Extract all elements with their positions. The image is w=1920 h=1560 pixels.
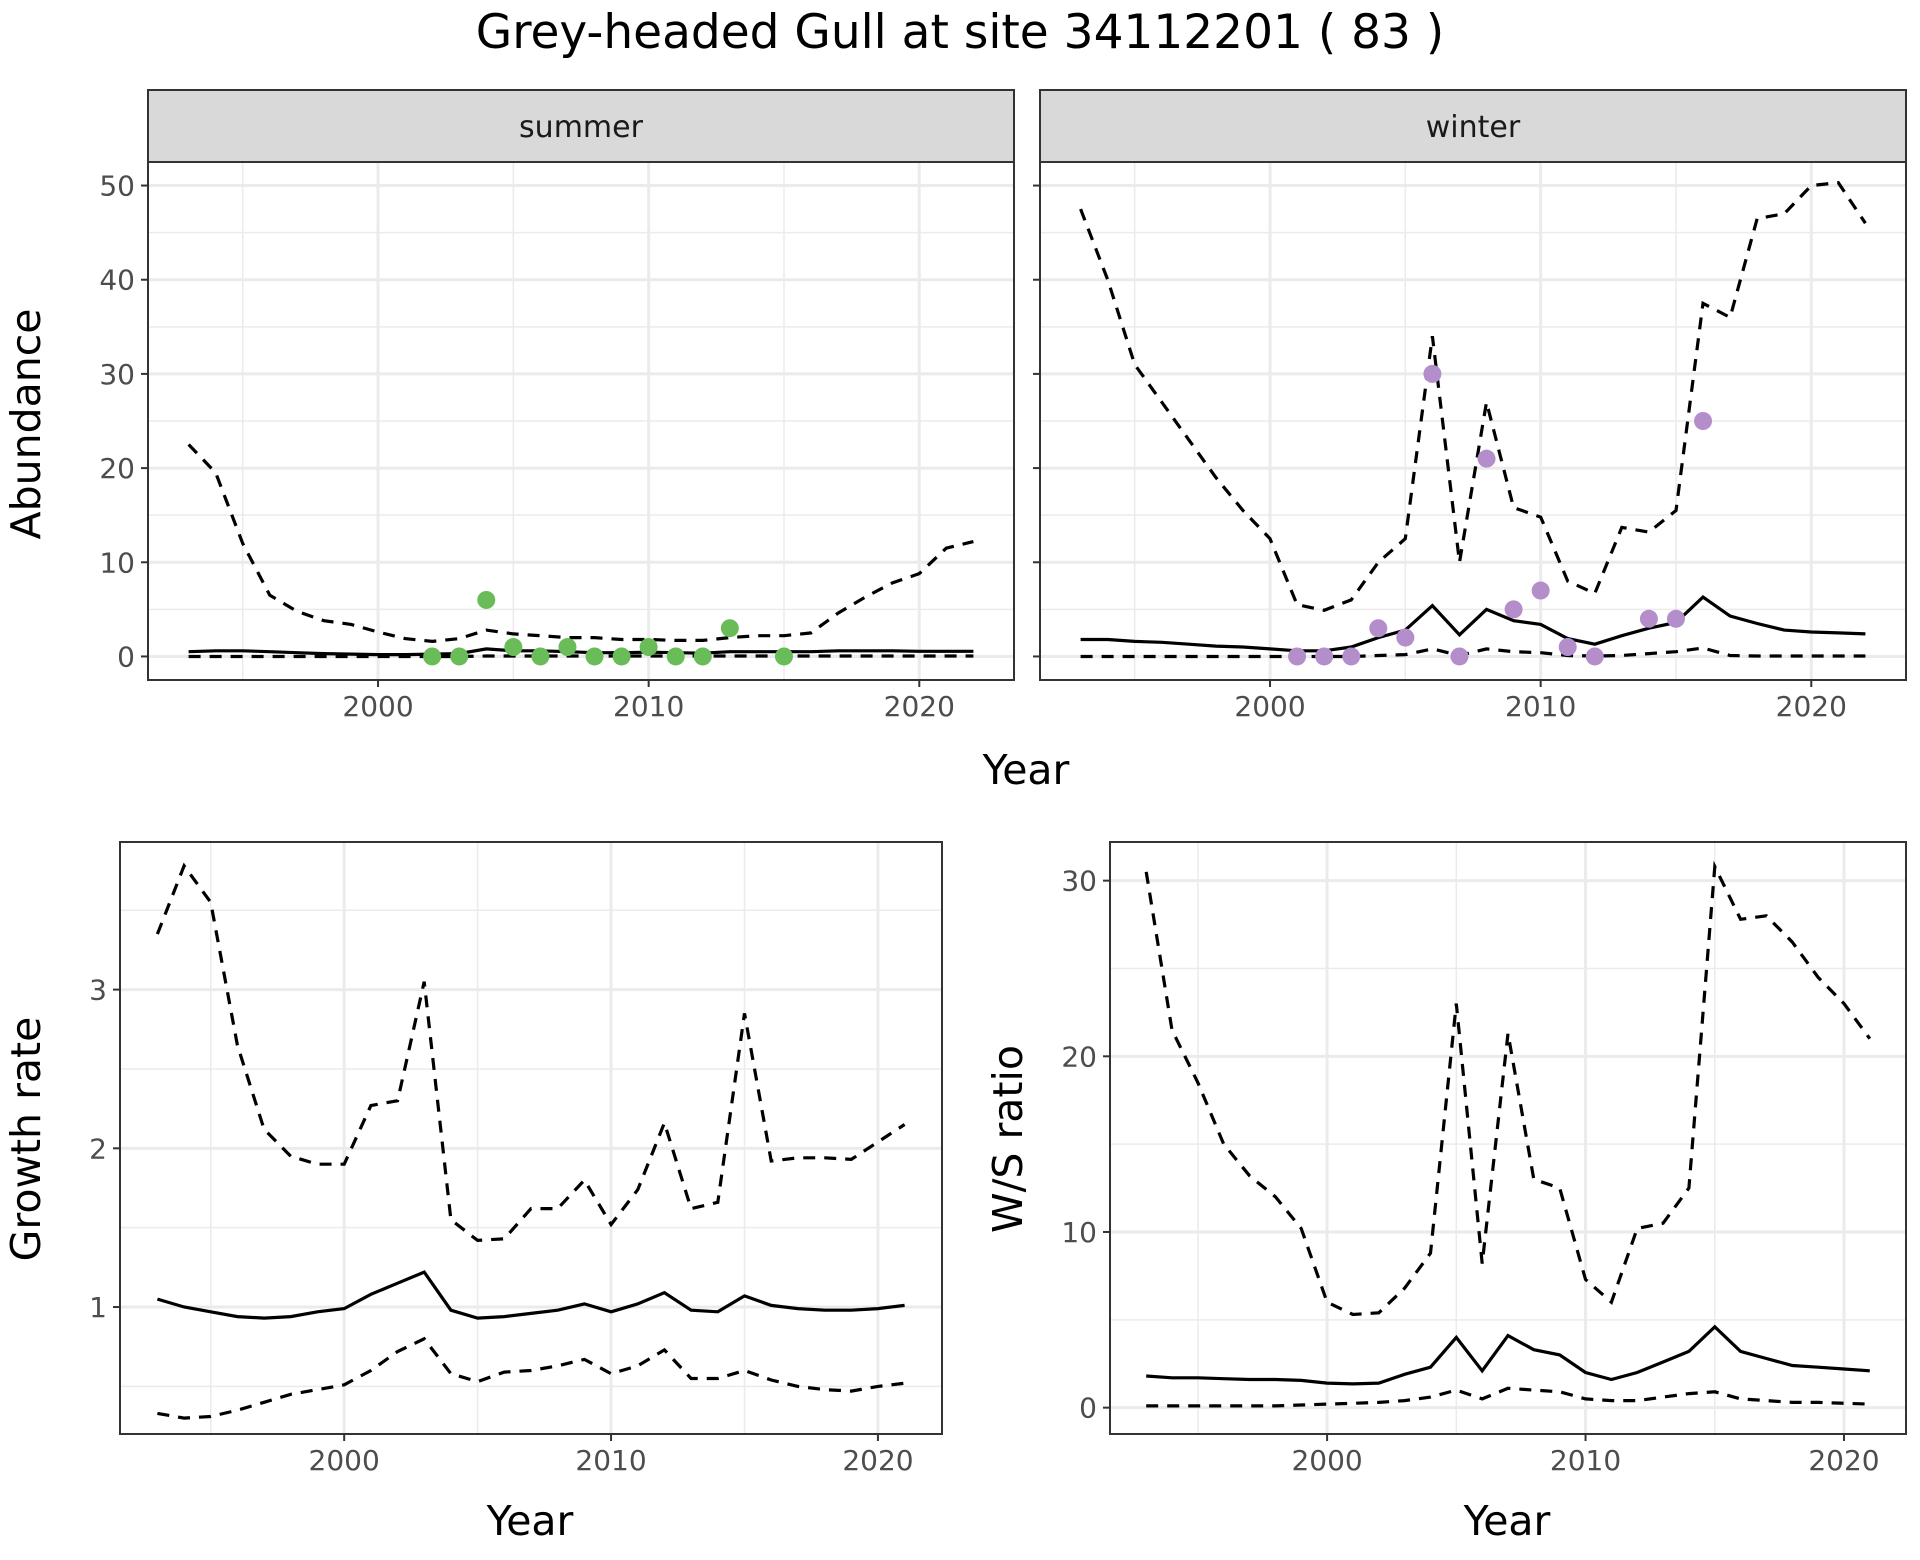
summer-lower-line [188,654,974,659]
winter-data-point [1585,647,1604,666]
growth-x-tick-label: 2000 [309,1444,380,1477]
summer-data-point [693,647,712,666]
winter-data-point [1558,638,1577,657]
winter-data-point [1639,609,1658,628]
summer-y-tick-label: 20 [99,452,135,485]
summer-strip-label: summer [519,110,644,145]
summer-data-point [504,638,523,657]
winter-data-point [1477,449,1496,468]
summer-y-tick-label: 0 [117,640,135,673]
ratio-upper-line [1144,860,1872,1317]
panel-ws-ratio: 2000 2010 2020 0 10 20 30 [1061,841,1907,1477]
summer-data-point [639,638,658,657]
growth-x-tick-label: 2010 [575,1444,646,1477]
summer-y-tick-label: 50 [99,170,135,203]
summer-data-point [423,647,442,666]
summer-strip [147,89,1015,163]
panel-winter: 2000 2010 2020 winter [1033,89,1907,723]
abundance-x-axis-title: Year [982,746,1070,794]
summer-data-point [585,647,604,666]
ratio-y-tick-label: 10 [1061,1216,1097,1249]
winter-estimate-line [1080,595,1866,653]
summer-upper-line [187,443,974,644]
chart-title: Grey-headed Gull at site 34112201 ( 83 ) [476,5,1444,60]
ratio-panel-border [1109,841,1907,1435]
summer-estimate-line [188,647,974,657]
ratio-lower-line [1146,1386,1870,1408]
summer-data-point [666,647,685,666]
summer-data-point [558,638,577,657]
ratio-estimate-line [1146,1324,1870,1386]
ratio-x-tick-label: 2000 [1291,1444,1362,1477]
growth-estimate-line [156,1270,905,1320]
ratio-y-tick-label: 0 [1079,1392,1097,1425]
ratio-y-axis-title: W/S ratio [984,1045,1032,1233]
growth-x-axis-title: Year [486,1497,574,1545]
winter-strip-label: winter [1426,110,1521,145]
winter-x-tick-label: 2020 [1776,690,1847,723]
winter-data-point [1288,647,1307,666]
winter-data-point [1694,412,1713,430]
winter-data-point [1396,628,1415,647]
summer-data-point [477,590,496,609]
panel-growth-rate: 2000 2010 2020 1 2 3 [89,841,943,1477]
winter-data-point [1531,581,1550,600]
ratio-x-tick-label: 2020 [1808,1444,1879,1477]
growth-y-tick-label: 3 [89,974,107,1007]
growth-x-tick-label: 2020 [842,1444,913,1477]
summer-x-tick-label: 2000 [342,690,413,723]
summer-data-point [612,647,631,666]
summer-y-tick-label: 10 [99,546,135,579]
winter-x-tick-label: 2010 [1505,690,1576,723]
growth-upper-line [155,862,906,1243]
ratio-x-axis-title: Year [1463,1497,1551,1545]
ratio-x-tick-label: 2010 [1550,1444,1621,1477]
winter-data-point [1450,647,1469,666]
winter-data-point [1423,364,1442,383]
winter-data-point [1504,600,1523,619]
panel-summer: 2000 2010 2020 0 10 20 30 40 50 summer [99,89,1015,723]
summer-y-tick-label: 30 [99,358,135,391]
growth-y-tick-label: 1 [89,1291,107,1324]
summer-data-point [774,647,793,666]
winter-data-point [1315,647,1334,666]
summer-x-tick-label: 2010 [613,690,684,723]
winter-x-tick-label: 2000 [1234,690,1305,723]
growth-y-tick-label: 2 [89,1132,107,1165]
summer-y-tick-label: 40 [99,264,135,297]
winter-strip [1039,89,1907,163]
winter-upper-line [1079,181,1867,612]
winter-data-point [1342,647,1361,666]
winter-data-point [1666,609,1685,628]
growth-panel-border [119,841,943,1435]
ratio-y-tick-label: 20 [1061,1040,1097,1073]
growth-y-axis-title: Growth rate [2,1017,50,1262]
summer-data-point [531,647,550,666]
winter-lower-line [1080,646,1866,659]
summer-data-point [720,619,739,638]
summer-data-point [450,647,469,666]
ratio-y-tick-label: 30 [1061,865,1097,898]
summer-x-tick-label: 2020 [884,690,955,723]
winter-data-point [1369,619,1388,638]
growth-lower-line [157,1336,905,1420]
abundance-y-axis-title: Abundance [2,309,50,540]
